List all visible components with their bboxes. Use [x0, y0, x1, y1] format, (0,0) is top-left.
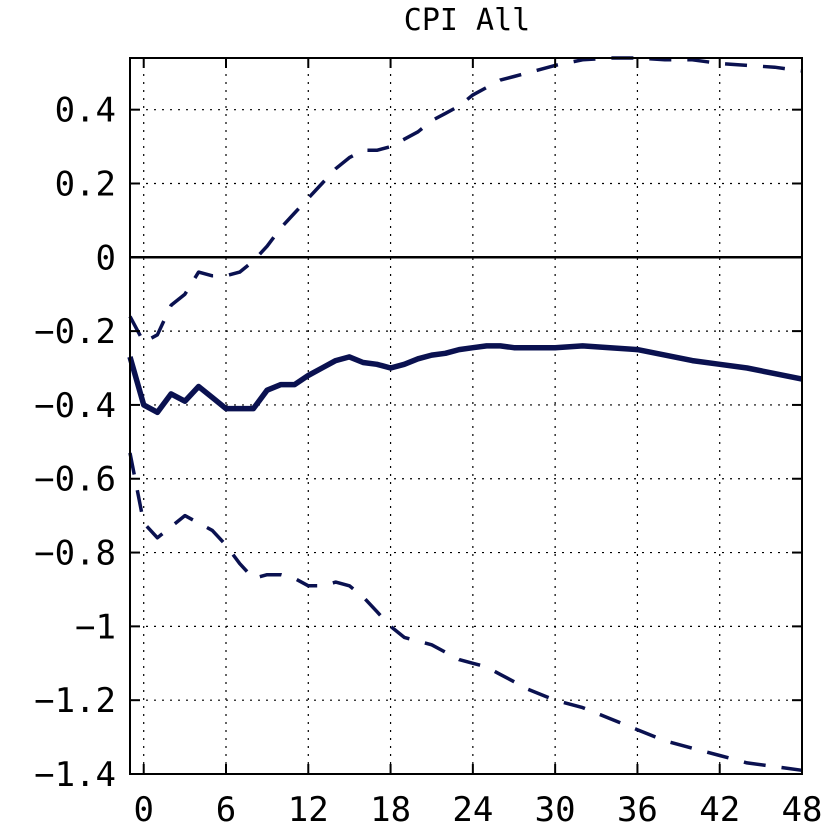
x-tick-label: 36	[617, 790, 658, 830]
plot-frame	[129, 57, 803, 775]
y-tick-label: 0.4	[55, 91, 116, 131]
series-group	[127, 56, 803, 773]
y-tick-label: −0.6	[34, 460, 116, 500]
x-tick-label: 24	[452, 790, 493, 830]
band-line-1	[128, 56, 803, 344]
y-tick-label: −1	[75, 607, 116, 647]
x-tick-label: 0	[133, 790, 153, 830]
y-tick-label: −0.4	[34, 386, 116, 426]
band-line-2	[128, 452, 803, 773]
x-tick-label: 42	[699, 790, 740, 830]
y-tick-label: −0.2	[34, 312, 116, 352]
series-line	[127, 343, 803, 416]
x-tick-label: 30	[535, 790, 576, 830]
x-axis-tick-labels: 0 6 12 18 24 30 36 42 48	[133, 790, 822, 830]
y-tick-label: 0.2	[55, 164, 116, 204]
ticks	[130, 58, 803, 775]
y-tick-label: 0	[96, 238, 116, 278]
y-tick-label: −0.8	[34, 534, 116, 574]
y-axis-tick-labels: 0.4 0.2 0 −0.2 −0.4 −0.6 −0.8 −1 −1.2 −1.4	[34, 91, 116, 795]
y-tick-label: −1.2	[34, 681, 116, 721]
y-tick-label: −1.4	[34, 755, 116, 795]
x-tick-label: 12	[288, 790, 329, 830]
x-tick-label: 6	[216, 790, 236, 830]
chart-title: CPI All	[404, 3, 530, 38]
grid	[130, 58, 802, 774]
x-tick-label: 48	[782, 790, 823, 830]
x-tick-label: 18	[370, 790, 411, 830]
